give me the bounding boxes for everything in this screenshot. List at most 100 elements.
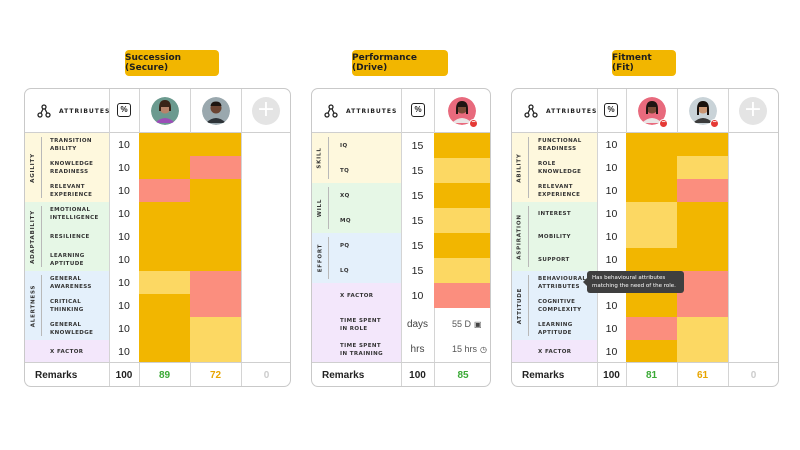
attribute-weight: 10 — [118, 161, 130, 174]
performance-card: ATTRIBUTES % − SKILL WILL EFFORT IQ 15 TQ 15 XQ… — [311, 88, 491, 387]
candidate-avatar-2[interactable] — [202, 97, 230, 125]
rating-cell-candidate-1[interactable] — [626, 248, 677, 271]
rating-cell-candidate-1[interactable] — [626, 340, 677, 363]
remove-candidate-2-icon[interactable]: − — [710, 119, 719, 128]
rating-cell-candidate-2[interactable] — [677, 271, 728, 294]
rating-cell-candidate-1[interactable] — [434, 233, 490, 258]
unit-label: days — [406, 319, 429, 330]
group-label: AGILITY — [25, 133, 41, 202]
attribute-name: BEHAVIOURAL ATTRIBUTES — [538, 275, 587, 290]
attribute-name: KNOWLEDGE READINESS — [50, 160, 94, 175]
group-label-text: ABILITY — [517, 152, 524, 183]
duration-input[interactable]: 15 hrs ◷ — [452, 344, 487, 354]
rating-cell-candidate-1[interactable] — [626, 179, 677, 202]
group-label: ATTITUDE — [512, 271, 528, 340]
duration-input[interactable]: 55 D ▣ — [452, 319, 482, 329]
rating-cell-candidate-1[interactable] — [434, 208, 490, 233]
rating-cell-candidate-2[interactable] — [190, 202, 241, 225]
rating-cell-candidate-1[interactable] — [626, 202, 677, 225]
rating-cell-candidate-2[interactable] — [190, 133, 241, 156]
rating-cell-candidate-1[interactable] — [434, 183, 490, 208]
rating-cell-candidate-1[interactable] — [434, 283, 490, 308]
rating-cell-candidate-2[interactable] — [190, 294, 241, 317]
group-ability: ABILITY — [512, 133, 597, 202]
rating-cell-candidate-2[interactable] — [677, 225, 728, 248]
rating-cell-candidate-2[interactable] — [190, 225, 241, 248]
rating-cell-candidate-2[interactable] — [677, 179, 728, 202]
rating-cell-candidate-1[interactable] — [139, 225, 190, 248]
attribute-name: IQ — [340, 142, 348, 149]
candidate-avatar-2[interactable] — [689, 97, 717, 125]
group-aspiration: ASPIRATION — [512, 202, 597, 271]
rating-cell-candidate-1[interactable] — [626, 225, 677, 248]
rating-cell-candidate-2[interactable] — [677, 133, 728, 156]
fitment-title: Fitment (Fit) — [612, 50, 676, 76]
attribute-weight: 15 — [411, 164, 424, 177]
percent-icon: % — [117, 103, 131, 117]
group-label-text: AGILITY — [30, 152, 37, 183]
percent-icon: % — [604, 103, 618, 117]
attributes-header: ATTRIBUTES — [25, 89, 110, 133]
rating-cell-candidate-2[interactable] — [677, 294, 728, 317]
rating-cell-candidate-1[interactable] — [626, 294, 677, 317]
candidate-avatar-1[interactable] — [448, 97, 476, 125]
rating-cell-candidate-2[interactable] — [190, 340, 241, 363]
rating-cell-candidate-2[interactable] — [190, 248, 241, 271]
add-candidate-button[interactable]: + — [739, 97, 767, 125]
group-label-text: EFFORT — [317, 243, 323, 273]
rating-cell-candidate-2[interactable] — [677, 248, 728, 271]
attribute-weight: 10 — [118, 230, 130, 243]
rating-cell-candidate-1[interactable] — [139, 156, 190, 179]
remarks-label: Remarks — [322, 370, 365, 381]
score-empty-slot: 0 — [263, 370, 270, 381]
rating-cell-candidate-1[interactable] — [139, 133, 190, 156]
rating-cell-candidate-2[interactable] — [190, 156, 241, 179]
attribute-name: EMOTIONAL INTELLIGENCE — [50, 206, 99, 221]
rating-cell-candidate-1[interactable] — [139, 202, 190, 225]
rating-cell-candidate-1[interactable] — [626, 317, 677, 340]
score-candidate-2: 72 — [209, 370, 222, 381]
rating-cell-candidate-2[interactable] — [190, 271, 241, 294]
group-x-factor — [25, 340, 109, 363]
rating-cell-candidate-1[interactable] — [139, 248, 190, 271]
rating-cell-candidate-2[interactable] — [677, 340, 728, 363]
behavioural-attributes-tooltip: Has behavioural attributes matching the … — [583, 271, 684, 293]
rating-cell-candidate-1[interactable] — [626, 156, 677, 179]
rating-cell-candidate-2[interactable] — [677, 156, 728, 179]
attribute-name: CRITICAL THINKING — [50, 298, 84, 313]
rating-cell-candidate-1[interactable] — [434, 133, 490, 158]
remarks-label: Remarks — [522, 370, 565, 381]
rating-cell-candidate-1[interactable] — [139, 340, 190, 363]
attribute-name: RELEVANT EXPERIENCE — [538, 183, 581, 198]
rating-cell-candidate-2[interactable] — [677, 317, 728, 340]
attribute-name: ROLE KNOWLEDGE — [538, 160, 582, 175]
attribute-weight: 10 — [118, 138, 130, 151]
calendar-icon: ▣ — [474, 319, 482, 329]
rating-cell-candidate-1[interactable] — [139, 271, 190, 294]
attribute-name: GENERAL AWARENESS — [50, 275, 92, 290]
candidate-avatar-1[interactable] — [151, 97, 179, 125]
succession-card: ATTRIBUTES % + AGILITY ADAPTABILITY ALERTN… — [24, 88, 291, 387]
add-candidate-button[interactable]: + — [252, 97, 280, 125]
attributes-label: ATTRIBUTES — [546, 107, 598, 115]
rating-cell-candidate-1[interactable] — [434, 258, 490, 283]
rating-cell-candidate-2[interactable] — [677, 202, 728, 225]
rating-cell-candidate-1[interactable] — [626, 133, 677, 156]
group-x-factor — [312, 283, 401, 362]
rating-cell-candidate-1[interactable] — [139, 294, 190, 317]
attribute-name: TRANSITION ABILITY — [50, 137, 92, 152]
attributes-header: ATTRIBUTES — [512, 89, 597, 133]
rating-cell-candidate-1[interactable] — [434, 158, 490, 183]
rating-cell-candidate-2[interactable] — [190, 317, 241, 340]
rating-cell-candidate-1[interactable] — [139, 179, 190, 202]
rating-cell-candidate-1[interactable] — [139, 317, 190, 340]
attribute-weight: 15 — [411, 239, 424, 252]
remove-candidate-icon[interactable]: − — [469, 119, 478, 128]
group-label: ASPIRATION — [512, 202, 528, 271]
remove-candidate-1-icon[interactable]: − — [659, 119, 668, 128]
candidate-avatar-1[interactable] — [638, 97, 666, 125]
rating-cell-candidate-2[interactable] — [190, 179, 241, 202]
group-label: EFFORT — [312, 233, 328, 283]
tooltip-text: Has behavioural attributes matching the … — [592, 275, 676, 289]
attribute-weight: 10 — [605, 184, 618, 197]
